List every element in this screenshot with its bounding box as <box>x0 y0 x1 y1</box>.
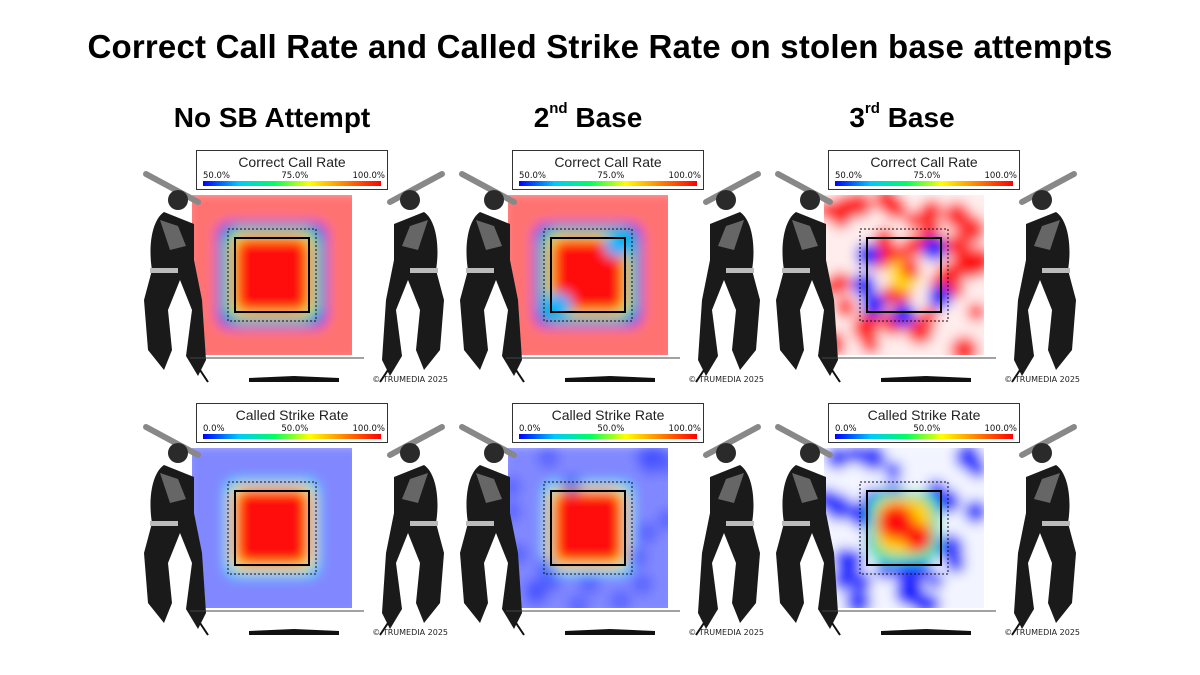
watermark: © TRUMEDIA 2025 <box>688 375 764 384</box>
home-plate <box>565 629 655 635</box>
heatmap-field <box>192 448 352 608</box>
column-header-no-sb: No SB Attempt <box>173 102 371 133</box>
shadow-zone-outline <box>859 228 949 322</box>
shadow-zone-outline <box>227 228 317 322</box>
legend-tick-label: 50.0% <box>597 424 625 434</box>
legend-color-bar <box>203 434 381 439</box>
strike-zone-box <box>866 237 942 313</box>
legend-tick-label: 75.0% <box>913 171 941 181</box>
legend-color-bar <box>835 434 1013 439</box>
batter-right-silhouette <box>698 424 761 629</box>
batter-right-silhouette <box>698 171 761 376</box>
color-legend: Correct Call Rate 50.0% 75.0% 100.0% <box>828 150 1020 190</box>
color-legend: Correct Call Rate 50.0% 75.0% 100.0% <box>512 150 704 190</box>
legend-tick-label: 100.0% <box>352 424 385 434</box>
legend-tick-label: 100.0% <box>668 171 701 181</box>
batter-right-silhouette <box>382 424 445 629</box>
legend-tick-label: 75.0% <box>281 171 309 181</box>
legend-title: Called Strike Rate <box>867 407 981 423</box>
batter-left-silhouette <box>143 171 206 376</box>
shadow-zone-outline <box>543 228 633 322</box>
heatmap-field <box>824 448 984 608</box>
watermark: © TRUMEDIA 2025 <box>1004 628 1080 637</box>
legend-tick-label: 0.0% <box>203 424 225 434</box>
legend-tick-label: 50.0% <box>519 171 547 181</box>
heatmap-panel-6: Called Strike Rate 0.0% 50.0% 100.0% © TRUME… <box>766 403 1086 639</box>
home-plate <box>249 629 339 635</box>
strike-zone-box <box>234 490 310 566</box>
heatmap-panel-1: Correct Call Rate 50.0% 75.0% 100.0% © TRUME… <box>134 150 454 386</box>
legend-tick-label: 50.0% <box>281 424 309 434</box>
batter-left-silhouette <box>143 424 206 629</box>
color-legend: Called Strike Rate 0.0% 50.0% 100.0% <box>196 403 388 443</box>
heatmap-panel-3: Correct Call Rate 50.0% 75.0% 100.0% © TRUME… <box>766 150 1086 386</box>
heatmap-field <box>508 448 668 608</box>
heatmap-svg <box>459 171 761 383</box>
batter-right-silhouette <box>1014 171 1077 376</box>
legend-title: Called Strike Rate <box>551 407 665 423</box>
home-plate <box>881 629 971 635</box>
batter-left-silhouette <box>459 424 522 629</box>
legend-tick-label: 100.0% <box>352 171 385 181</box>
legend-tick-label: 100.0% <box>984 171 1017 181</box>
legend-tick-label: 100.0% <box>984 424 1017 434</box>
legend-tick-label: 100.0% <box>668 424 701 434</box>
batter-right-silhouette <box>382 171 445 376</box>
watermark: © TRUMEDIA 2025 <box>688 628 764 637</box>
watermark: © TRUMEDIA 2025 <box>1004 375 1080 384</box>
legend-title: Called Strike Rate <box>235 407 349 423</box>
strike-zone-box <box>550 237 626 313</box>
legend-tick-label: 50.0% <box>203 171 231 181</box>
legend-tick-label: 50.0% <box>835 171 863 181</box>
heatmap-svg <box>459 424 761 636</box>
legend-color-bar <box>519 181 697 186</box>
batter-left-silhouette <box>775 424 838 629</box>
batter-left-silhouette <box>775 171 838 376</box>
heatmap-svg <box>143 424 445 636</box>
batter-right-silhouette <box>1014 424 1077 629</box>
heatmap-field <box>824 195 984 355</box>
heatmap-panel-5: Called Strike Rate 0.0% 50.0% 100.0% © TRUME… <box>450 403 770 639</box>
legend-title: Correct Call Rate <box>554 154 662 170</box>
color-legend: Called Strike Rate 0.0% 50.0% 100.0% <box>512 403 704 443</box>
strike-zone-box <box>234 237 310 313</box>
legend-color-bar <box>203 181 381 186</box>
home-plate <box>881 376 971 382</box>
chart-title: Correct Call Rate and Called Strike Rate… <box>87 28 1113 65</box>
heatmap-svg <box>775 171 1077 383</box>
heatmap-field <box>192 195 352 355</box>
legend-color-bar <box>519 434 697 439</box>
batter-left-silhouette <box>459 171 522 376</box>
legend-tick-label: 50.0% <box>913 424 941 434</box>
shadow-zone-outline <box>859 481 949 575</box>
heatmap-panel-4: Called Strike Rate 0.0% 50.0% 100.0% © TRUME… <box>134 403 454 639</box>
strike-zone-box <box>866 490 942 566</box>
heatmap-svg <box>775 424 1077 636</box>
legend-title: Correct Call Rate <box>238 154 346 170</box>
legend-color-bar <box>835 181 1013 186</box>
shadow-zone-outline <box>543 481 633 575</box>
legend-tick-label: 75.0% <box>597 171 625 181</box>
color-legend: Correct Call Rate 50.0% 75.0% 100.0% <box>196 150 388 190</box>
column-header-3rd-base: 3rd Base <box>849 99 955 133</box>
legend-title: Correct Call Rate <box>870 154 978 170</box>
heatmap-svg <box>143 171 445 383</box>
home-plate <box>249 376 339 382</box>
shadow-zone-outline <box>227 481 317 575</box>
heatmap-field <box>508 195 668 355</box>
legend-tick-label: 0.0% <box>835 424 857 434</box>
column-header-2nd-base: 2nd Base <box>533 99 643 133</box>
watermark: © TRUMEDIA 2025 <box>372 375 448 384</box>
legend-tick-label: 0.0% <box>519 424 541 434</box>
home-plate <box>565 376 655 382</box>
watermark: © TRUMEDIA 2025 <box>372 628 448 637</box>
heatmap-panel-2: Correct Call Rate 50.0% 75.0% 100.0% © TRUME… <box>450 150 770 386</box>
strike-zone-box <box>550 490 626 566</box>
color-legend: Called Strike Rate 0.0% 50.0% 100.0% <box>828 403 1020 443</box>
